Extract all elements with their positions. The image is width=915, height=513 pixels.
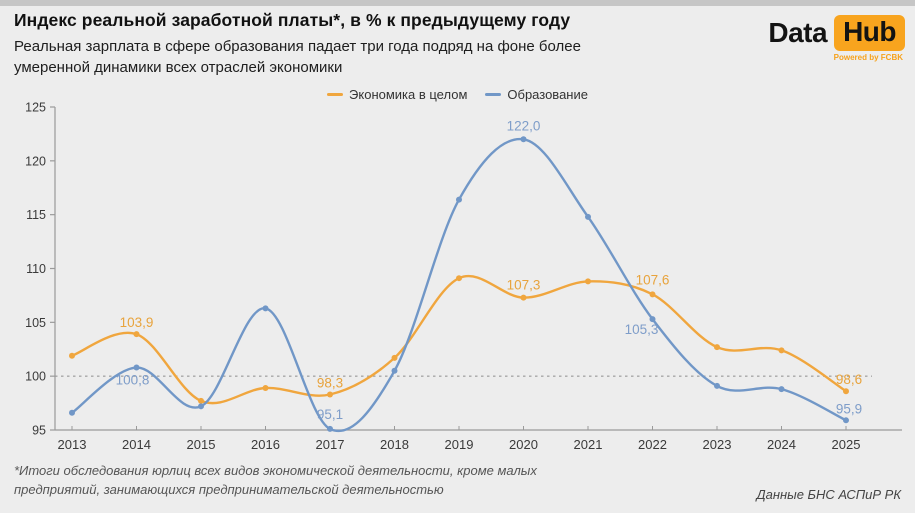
- y-tick-label: 115: [26, 208, 46, 222]
- data-point-economy: [69, 352, 75, 359]
- x-tick-label: 2020: [509, 437, 538, 452]
- data-label-economy: 98,3: [317, 375, 343, 390]
- data-point-education: [327, 425, 333, 432]
- data-source: Данные БНС АСПиР РК: [756, 487, 901, 502]
- y-tick-label: 95: [32, 424, 46, 438]
- data-point-education: [133, 364, 140, 371]
- data-label-education: 122,0: [507, 118, 541, 133]
- data-label-education: 105,3: [625, 322, 659, 337]
- x-tick-label: 2017: [316, 437, 345, 452]
- data-point-education: [262, 305, 269, 312]
- data-point-education: [456, 196, 462, 203]
- legend-label-economy: Экономика в целом: [349, 87, 468, 102]
- data-point-economy: [327, 391, 333, 398]
- legend-dash-education-icon: [485, 93, 502, 96]
- legend-label-education: Образование: [507, 87, 588, 102]
- data-point-education: [585, 213, 591, 220]
- data-point-education: [69, 409, 75, 416]
- data-point-education: [649, 316, 656, 323]
- data-point-economy: [778, 347, 785, 354]
- series-line-economy: [70, 275, 848, 405]
- x-tick-label: 2021: [574, 437, 603, 452]
- data-point-economy: [843, 388, 849, 395]
- datahub-logo: Data Hub Powered by FCBK: [768, 15, 905, 62]
- y-tick-label: 105: [25, 316, 46, 330]
- legend-dash-economy-icon: [327, 93, 344, 96]
- data-label-economy: 103,9: [120, 315, 154, 330]
- data-label-economy: 107,6: [636, 272, 670, 287]
- legend-item-economy: Экономика в целом: [327, 87, 467, 102]
- data-point-education: [714, 382, 720, 389]
- series-line-education: [70, 138, 848, 432]
- logo-powered-by: Powered by FCBK: [833, 53, 903, 62]
- y-tick-label: 120: [25, 154, 46, 168]
- top-border: [0, 0, 915, 6]
- data-point-education: [843, 417, 849, 424]
- data-label-education: 95,1: [317, 407, 343, 422]
- x-tick-label: 2016: [251, 437, 280, 452]
- data-point-economy: [714, 344, 720, 351]
- x-tick-label: 2024: [767, 437, 796, 452]
- x-tick-label: 2013: [58, 437, 87, 452]
- data-point-economy: [649, 291, 656, 298]
- data-point-economy: [198, 397, 204, 404]
- data-point-education: [520, 136, 527, 143]
- logo-word-hub-badge: Hub: [834, 15, 905, 51]
- x-tick-label: 2018: [380, 437, 409, 452]
- x-tick-label: 2014: [122, 437, 151, 452]
- data-point-economy: [585, 278, 591, 285]
- data-point-economy: [391, 354, 398, 361]
- x-tick-label: 2022: [638, 437, 667, 452]
- data-point-education: [778, 386, 785, 393]
- x-tick-label: 2019: [445, 437, 474, 452]
- y-tick-label: 110: [26, 262, 46, 276]
- data-point-education: [391, 367, 398, 374]
- data-label-economy: 107,3: [507, 278, 541, 293]
- data-point-economy: [133, 331, 140, 338]
- data-point-economy: [262, 385, 269, 392]
- logo-word-data: Data: [768, 17, 828, 48]
- page-subtitle: Реальная зарплата в сфере образования па…: [14, 38, 581, 76]
- y-tick-label: 125: [25, 101, 46, 115]
- chart-legend: Экономика в целом Образование: [0, 87, 915, 102]
- legend-item-education: Образование: [485, 87, 588, 102]
- data-point-education: [198, 403, 204, 410]
- data-label-economy: 98,6: [836, 372, 862, 387]
- page-title: Индекс реальной заработной платы*, в % к…: [14, 10, 571, 30]
- data-point-economy: [520, 294, 527, 301]
- data-point-economy: [456, 275, 462, 282]
- x-tick-label: 2015: [187, 437, 216, 452]
- data-label-education: 95,9: [836, 401, 862, 416]
- y-tick-label: 100: [25, 370, 46, 384]
- data-label-education: 100,8: [116, 373, 150, 388]
- x-tick-label: 2025: [832, 437, 861, 452]
- chart-footnote: *Итоги обследования юрлиц всех видов эко…: [14, 463, 537, 497]
- x-tick-label: 2023: [703, 437, 732, 452]
